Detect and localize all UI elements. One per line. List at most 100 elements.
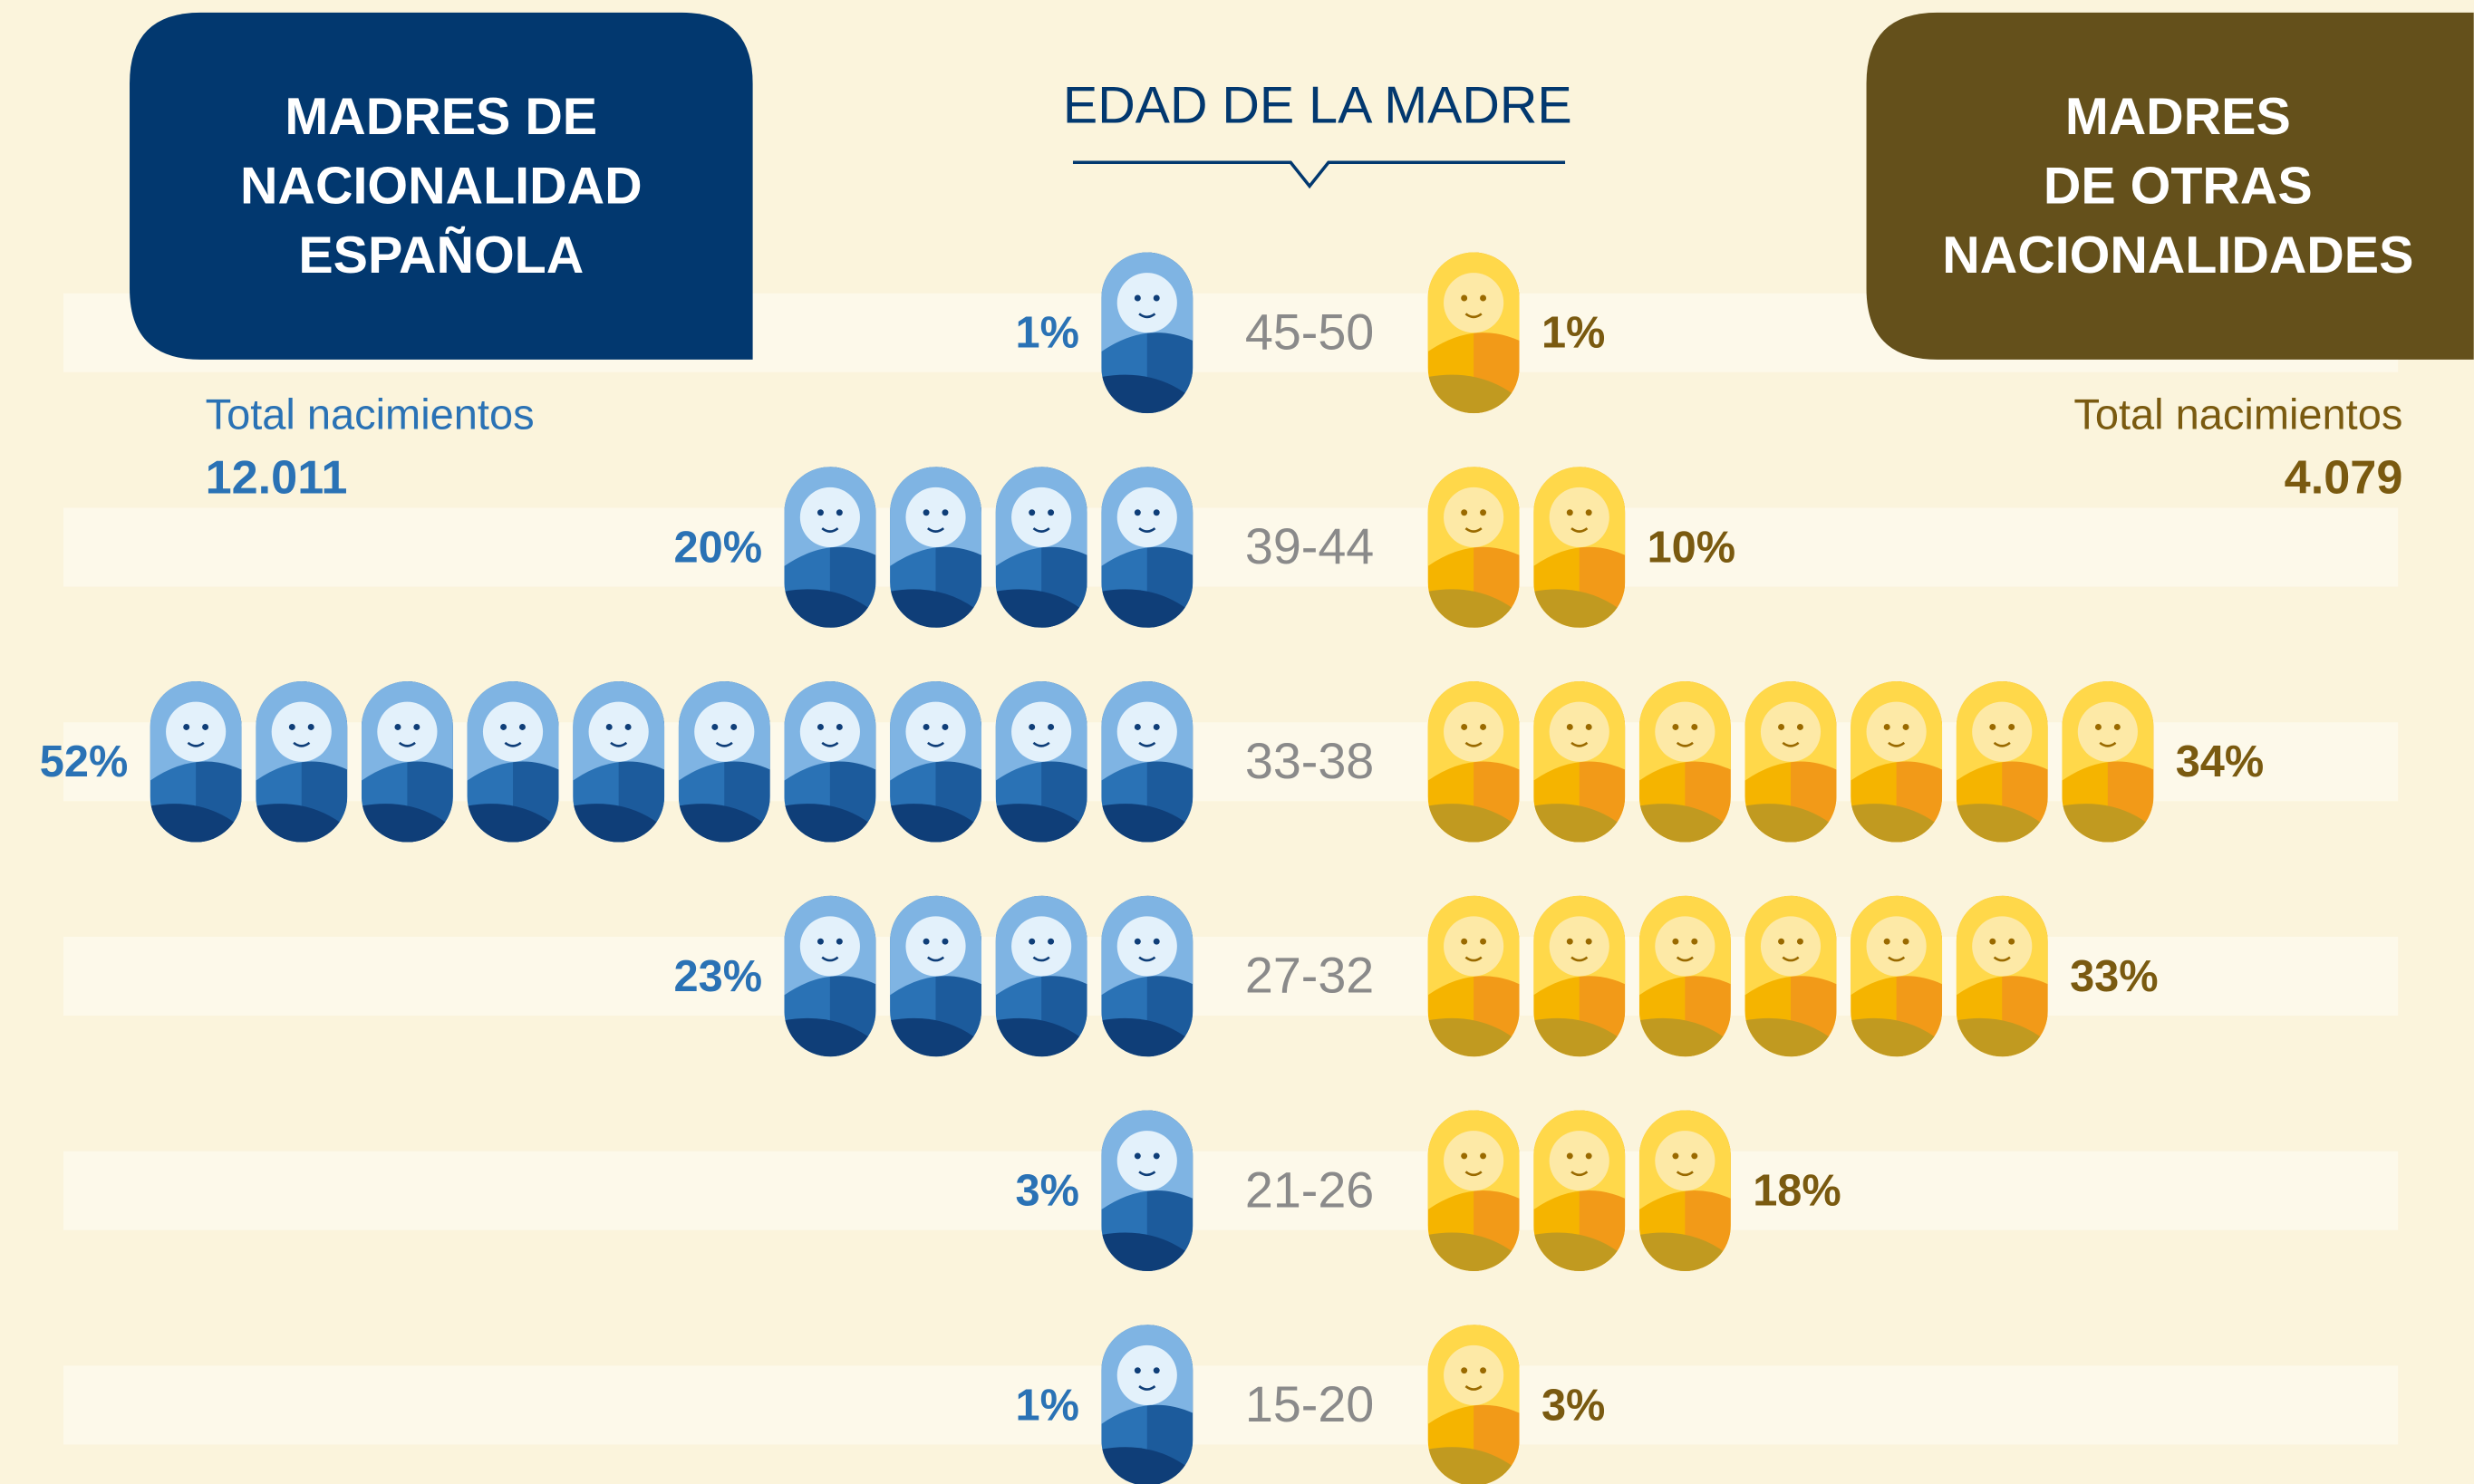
icon-eye <box>606 724 613 730</box>
icon-face <box>1117 273 1177 332</box>
icon-eye <box>1567 724 1573 730</box>
icon-eye <box>1135 1367 1141 1373</box>
chart: MADRES DE NACIONALIDAD ESPAÑOLA MADRES D… <box>0 0 2474 1484</box>
icon-eye <box>2095 724 2102 730</box>
icon-eye <box>1884 724 1890 730</box>
icon-eye <box>1672 724 1678 730</box>
value-label: 1% <box>1016 309 1079 358</box>
icon-eye <box>1567 1152 1573 1159</box>
icon-group <box>1101 1325 1193 1484</box>
icon-eye <box>1048 724 1054 730</box>
row-band <box>63 508 2398 587</box>
baby-icon <box>890 896 981 1057</box>
value-label: 1% <box>1016 1381 1079 1430</box>
baby-icon <box>679 681 770 843</box>
icon-face <box>1761 702 1821 762</box>
series-name: MADRES DE NACIONALIDAD ESPAÑOLA <box>130 13 753 360</box>
total-label: Total nacimientos <box>2073 390 2402 438</box>
baby-icon <box>784 896 875 1057</box>
icon-eye <box>2114 724 2121 730</box>
icon-group <box>1428 253 1520 414</box>
icon-eye <box>1480 724 1486 730</box>
icon-face <box>1011 702 1071 762</box>
icon-face <box>1550 916 1609 976</box>
icon-eye <box>1135 724 1141 730</box>
icon-face <box>1117 1131 1177 1190</box>
icon-face <box>166 702 226 762</box>
value-label: 52% <box>40 737 129 786</box>
icon-eye <box>1048 939 1054 945</box>
header: MADRES DE NACIONALIDAD ESPAÑOLA <box>130 13 753 360</box>
icon-group <box>1428 1110 1731 1271</box>
icon-eye <box>500 724 507 730</box>
icon-face <box>1444 1131 1503 1190</box>
icon-eye <box>519 724 526 730</box>
icon-eye <box>1586 1152 1592 1159</box>
baby-icon <box>1101 253 1193 414</box>
icon-face <box>800 487 860 547</box>
icon-eye <box>1797 939 1803 945</box>
icon-eye <box>1778 939 1784 945</box>
category-label: 39-44 <box>1245 518 1374 574</box>
icon-eye <box>394 724 401 730</box>
baby-icon <box>1639 1110 1731 1271</box>
value-label: 33% <box>2070 952 2159 1001</box>
icon-face <box>905 702 965 762</box>
icon-eye <box>1154 1367 1160 1373</box>
icon-eye <box>1480 509 1486 516</box>
icon-face <box>589 702 649 762</box>
baby-icon <box>1957 896 2048 1057</box>
value-label: 3% <box>1016 1167 1079 1216</box>
baby-icon <box>1851 681 1942 843</box>
icon-eye <box>1797 724 1803 730</box>
icon-eye <box>923 509 930 516</box>
icon-face <box>1867 916 1927 976</box>
icon-eye <box>817 724 824 730</box>
value-label: 18% <box>1753 1167 1841 1216</box>
icon-face <box>377 702 437 762</box>
baby-icon <box>150 681 242 843</box>
icon-face <box>1117 916 1177 976</box>
icon-eye <box>923 939 930 945</box>
icon-eye <box>1586 724 1592 730</box>
icon-eye <box>1691 1152 1697 1159</box>
icon-eye <box>1903 939 1909 945</box>
value-label: 34% <box>2176 737 2265 786</box>
icon-eye <box>836 724 843 730</box>
icon-eye <box>1029 724 1035 730</box>
series-name: MADRES DE OTRAS NACIONALIDADES <box>1867 13 2474 360</box>
baby-icon <box>1428 681 1520 843</box>
icon-face <box>1444 916 1503 976</box>
icon-eye <box>1461 295 1467 302</box>
baby-icon <box>573 681 664 843</box>
icon-eye <box>2008 724 2015 730</box>
icon-eye <box>1672 1152 1678 1159</box>
value-label: 1% <box>1541 309 1605 358</box>
icon-eye <box>1586 509 1592 516</box>
icon-eye <box>1135 1152 1141 1159</box>
icon-face <box>1011 487 1071 547</box>
icon-face <box>1011 916 1071 976</box>
icon-face <box>1117 702 1177 762</box>
icon-group <box>1428 1325 1520 1484</box>
icon-eye <box>1691 939 1697 945</box>
icon-eye <box>836 939 843 945</box>
icon-face <box>1444 487 1503 547</box>
icon-eye <box>1029 939 1035 945</box>
icon-eye <box>1884 939 1890 945</box>
icon-eye <box>308 724 314 730</box>
icon-eye <box>1461 1152 1467 1159</box>
icon-eye <box>817 509 824 516</box>
total-value: 12.011 <box>206 452 348 505</box>
baby-icon <box>2062 681 2153 843</box>
icon-group <box>1101 253 1193 414</box>
icon-face <box>1444 273 1503 332</box>
baby-icon <box>1533 896 1625 1057</box>
icon-face <box>1867 702 1927 762</box>
icon-face <box>1550 487 1609 547</box>
icon-eye <box>1154 1152 1160 1159</box>
category-label: 27-32 <box>1245 948 1374 1004</box>
icon-face <box>1444 702 1503 762</box>
value-label: 3% <box>1541 1381 1605 1430</box>
header: MADRES DE OTRAS NACIONALIDADES <box>1867 13 2474 360</box>
